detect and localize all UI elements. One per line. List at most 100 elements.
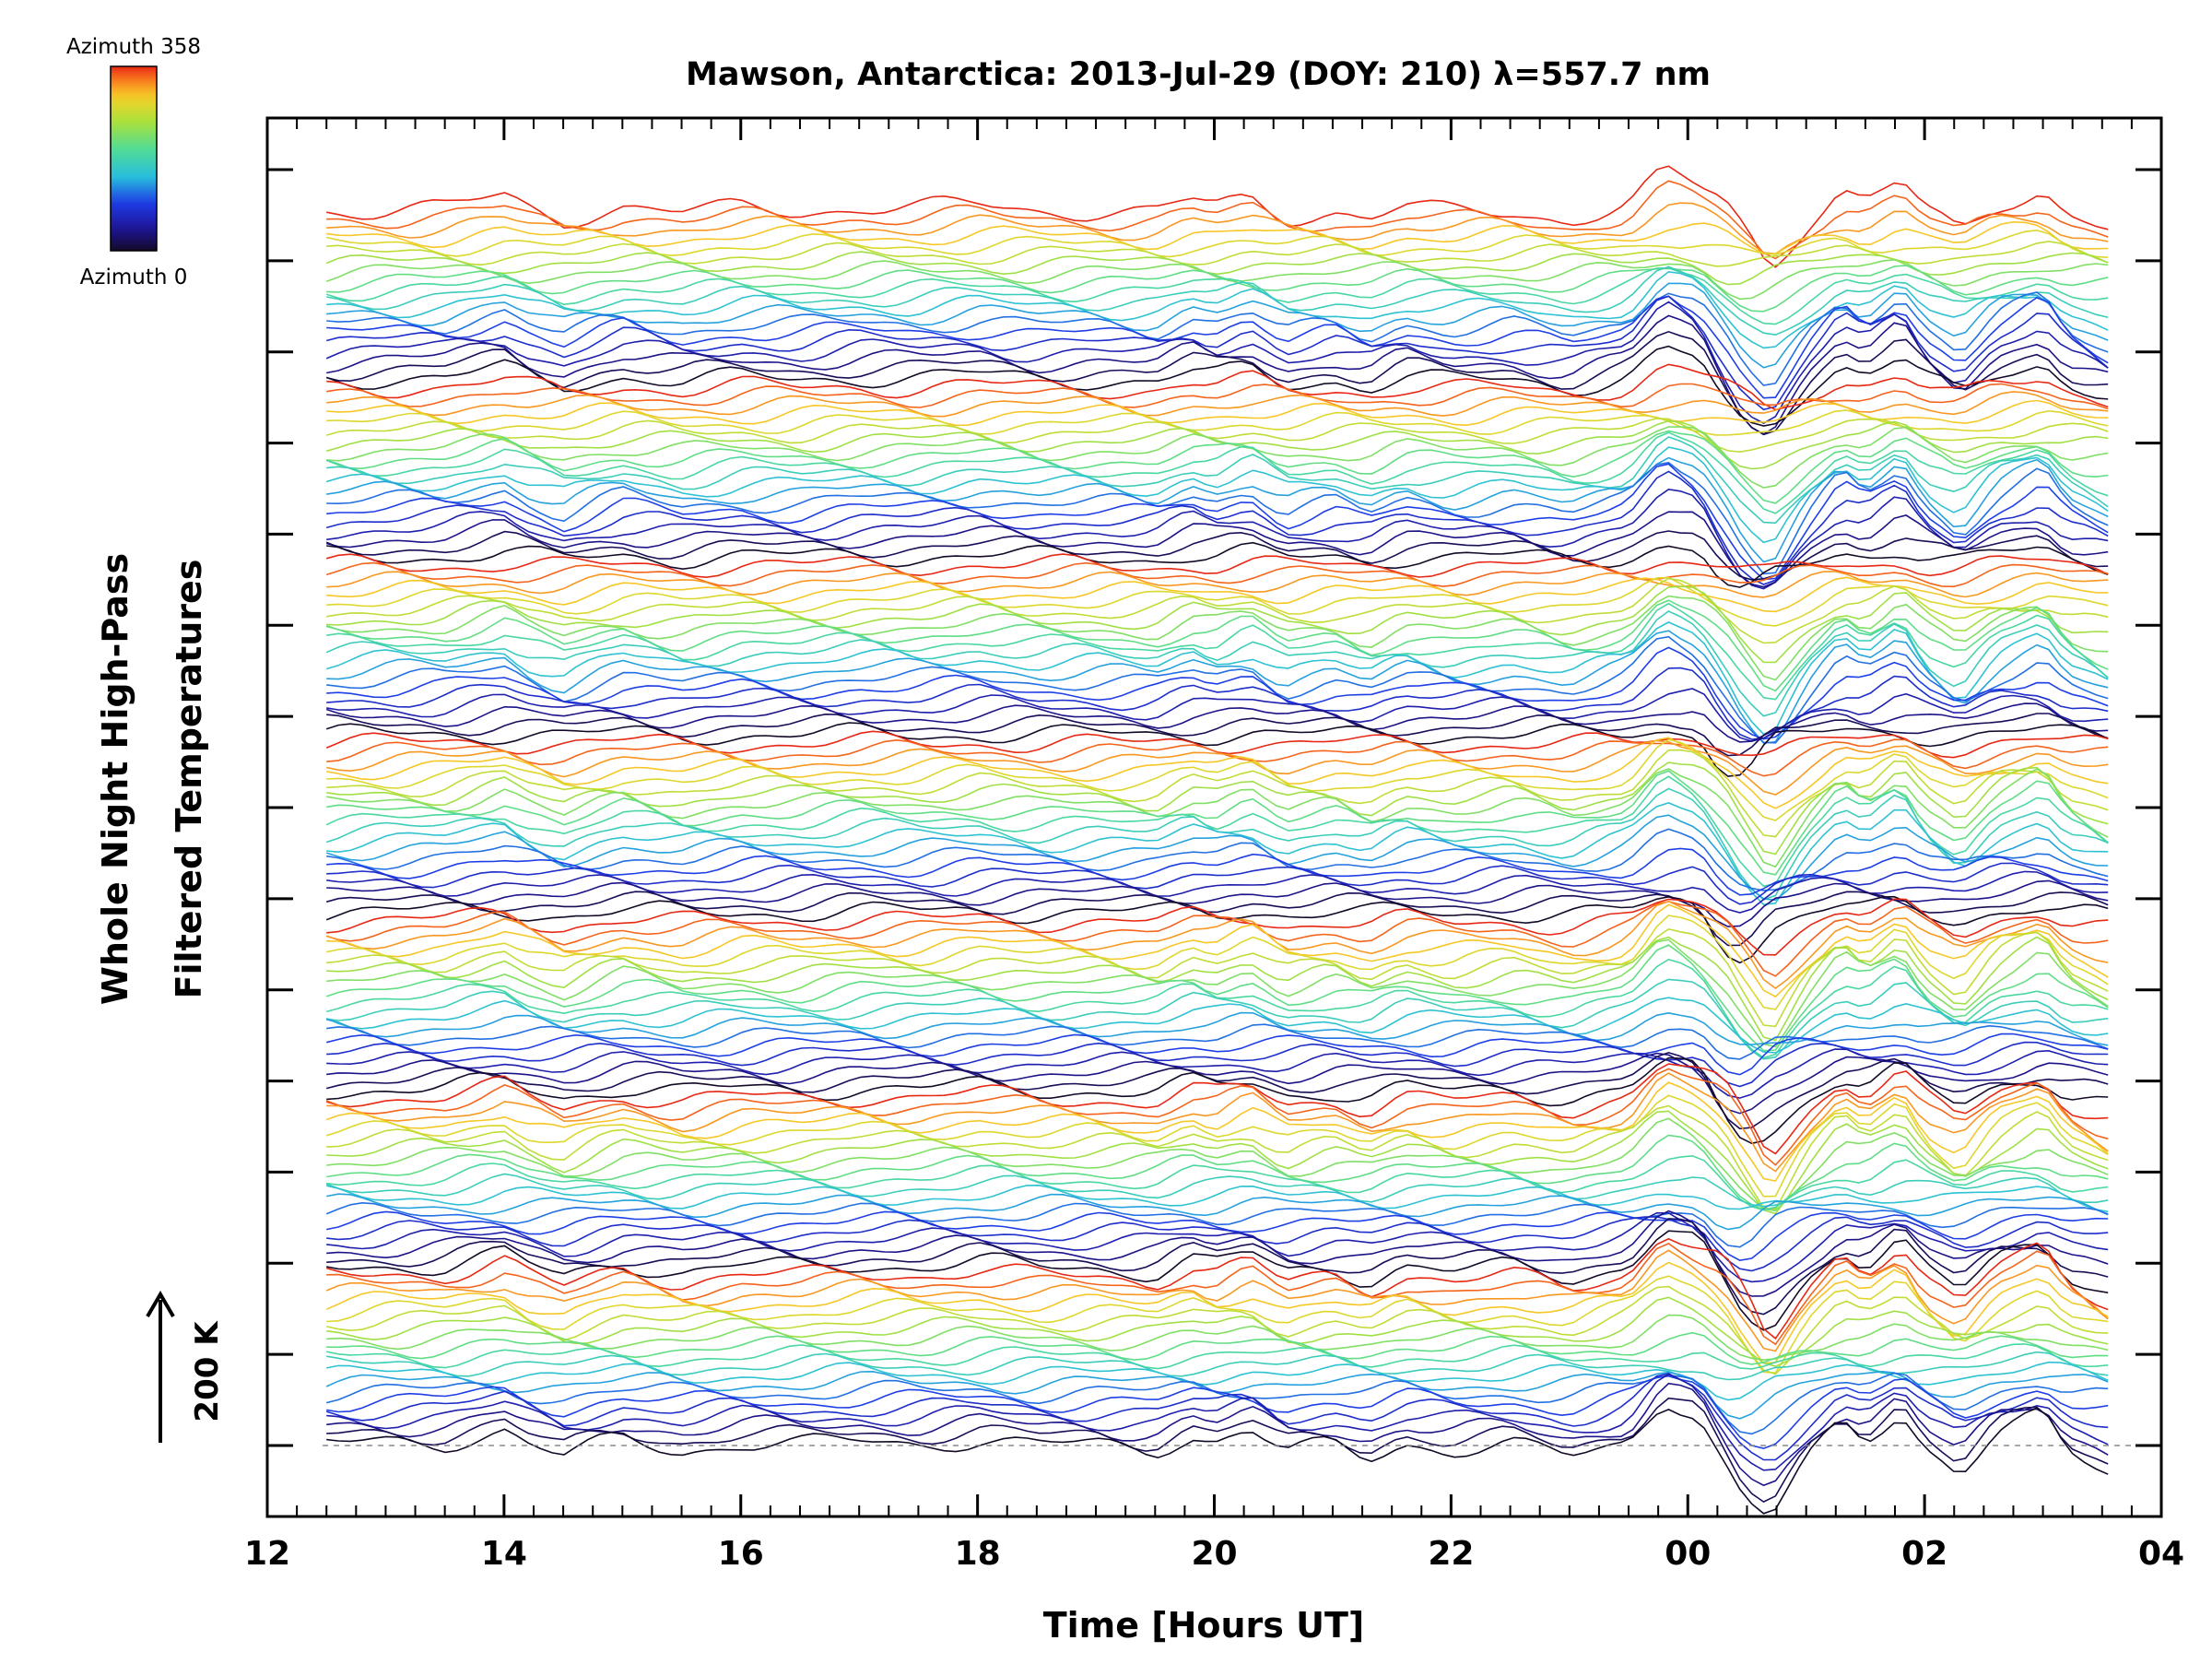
trace-line-19: [325, 1237, 2109, 1340]
trace-line-34: [326, 1104, 2109, 1210]
colorbar: [110, 65, 158, 252]
trace-line-31: [326, 1134, 2109, 1211]
trace-line-122: [326, 314, 2109, 435]
trace-line-15: [326, 1275, 2109, 1375]
scale-bar-label: 200 K: [189, 1320, 226, 1422]
trace-line-20: [326, 1230, 2109, 1331]
trace-line-120: [325, 345, 2109, 427]
trace-line-99: [325, 553, 2109, 579]
colorbar-bottom-label: Azimuth 0: [80, 266, 188, 289]
y-axis-label-line2: Filtered Temperatures: [169, 560, 209, 999]
trace-line-24: [326, 1216, 2109, 1272]
trace-line-0: [326, 1407, 2109, 1515]
x-tick-label: 22: [1428, 1535, 1474, 1573]
trace-line-71: [326, 770, 2109, 876]
trace-line-129: [326, 266, 2109, 336]
trace-line-13: [326, 1296, 2109, 1367]
trace-line-29: [325, 1173, 2109, 1208]
trace-line-5: [326, 1375, 2109, 1450]
trace-line-75: [326, 738, 2109, 821]
trace-line-37: [326, 1072, 2109, 1173]
trace-line-103: [326, 488, 2109, 590]
trace-line-49: [326, 978, 2109, 1060]
trace-line-6: [326, 1372, 2109, 1435]
trace-line-110: [325, 431, 2109, 514]
trace-line-61: [325, 891, 2109, 947]
colorbar-top-label: Azimuth 358: [66, 35, 201, 59]
trace-line-40: [326, 1056, 2109, 1145]
trace-line-130: [325, 266, 2109, 325]
trace-line-55: [326, 915, 2109, 1010]
x-axis-label: Time [Hours UT]: [1043, 1605, 1365, 1646]
trace-line-4: [325, 1373, 2109, 1461]
trace-line-60: [325, 895, 2109, 964]
trace-line-58: [325, 901, 2109, 977]
trace-line-113: [325, 419, 2109, 470]
trace-line-70: [325, 775, 2109, 888]
trace-line-33: [326, 1110, 2109, 1215]
trace-line-88: [325, 621, 2109, 736]
trace-line-90: [326, 602, 2109, 701]
trace-line-21: [326, 1218, 2109, 1316]
trace-line-91: [325, 599, 2109, 692]
x-tick-label: 00: [1665, 1535, 1711, 1573]
trace-line-98: [325, 561, 2109, 588]
trace-line-77: [326, 739, 2109, 796]
trace-line-22: [326, 1210, 2109, 1297]
trace-line-28: [326, 1184, 2109, 1212]
trace-line-116: [326, 399, 2109, 427]
trace-line-97: [326, 571, 2109, 598]
trace-line-121: [326, 330, 2109, 436]
trace-line-81: [326, 713, 2109, 757]
axes-layer: 12 14 16 18 20 22 00 02 04: [244, 116, 2184, 1573]
trace-line-84: [326, 667, 2109, 740]
trace-line-135: [326, 229, 2109, 258]
trace-line-50: [325, 958, 2109, 1059]
trace-line-41: [326, 1051, 2109, 1130]
x-tick-label: 04: [2138, 1535, 2184, 1573]
trace-line-32: [326, 1117, 2109, 1212]
trace-line-25: [326, 1210, 2109, 1262]
scale-arrow-head: [146, 1291, 175, 1318]
trace-line-118: [326, 383, 2109, 410]
trace-line-48: [325, 997, 2109, 1054]
trace-line-102: [326, 511, 2109, 588]
trace-line-73: [326, 761, 2109, 856]
trace-line-96: [326, 576, 2109, 613]
trace-line-3: [326, 1373, 2109, 1471]
trace-line-57: [325, 900, 2109, 989]
trace-line-18: [326, 1242, 2109, 1346]
trace-line-7: [325, 1370, 2109, 1420]
trace-line-67: [325, 814, 2109, 902]
trace-line-36: [325, 1081, 2109, 1182]
trace-line-27: [326, 1193, 2109, 1231]
trace-line-23: [326, 1212, 2109, 1283]
trace-line-46: [326, 1023, 2109, 1060]
trace-line-125: [326, 295, 2109, 399]
x-tick-label: 16: [718, 1535, 764, 1573]
trace-line-134: [326, 241, 2109, 267]
trace-line-62: [326, 879, 2109, 927]
trace-line-54: [326, 927, 2109, 1028]
text-layer: Mawson, Antarctica: 2013-Jul-29 (DOY: 21…: [66, 35, 1711, 1646]
y-axis-label-line1: Whole Night High-Pass: [95, 553, 135, 1005]
trace-line-139: [326, 165, 2109, 268]
trace-line-30: [326, 1154, 2109, 1211]
trace-line-86: [326, 635, 2109, 744]
colorbar-gradient: [110, 65, 158, 252]
scale-arrow: [146, 1291, 175, 1443]
trace-line-53: [326, 936, 2109, 1042]
trace-line-26: [325, 1201, 2109, 1248]
trace-line-87: [326, 630, 2109, 745]
trace-line-39: [325, 1063, 2109, 1155]
trace-line-52: [326, 938, 2109, 1048]
trace-line-2: [326, 1382, 2109, 1487]
trace-line-78: [326, 738, 2109, 777]
trace-line-106: [326, 461, 2109, 575]
trace-line-44: [326, 1041, 2109, 1088]
trace-line-94: [326, 577, 2109, 644]
trace-line-82: [325, 702, 2109, 743]
traces-layer: [323, 165, 2152, 1515]
x-tick-label: 12: [244, 1535, 290, 1573]
